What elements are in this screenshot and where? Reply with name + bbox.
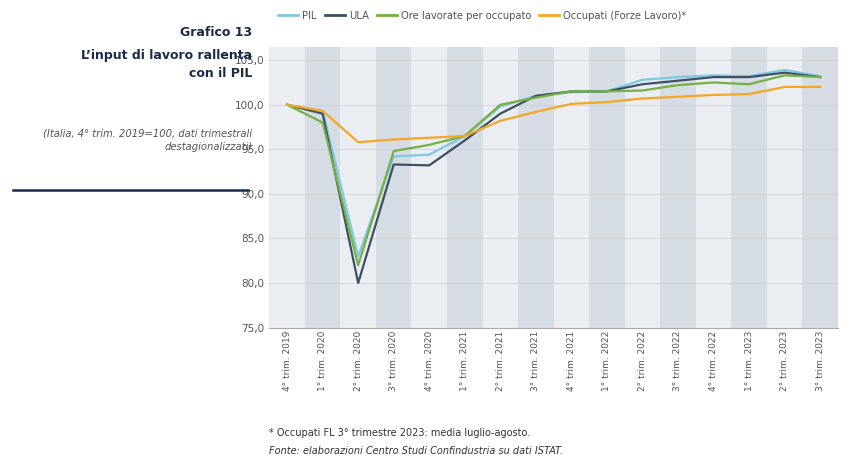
Bar — [767, 47, 802, 328]
Bar — [376, 47, 411, 328]
Bar — [411, 47, 447, 328]
Bar — [625, 47, 660, 328]
Bar — [731, 47, 767, 328]
Bar — [305, 47, 340, 328]
Legend: PIL, ULA, Ore lavorate per occupato, Occupati (Forze Lavoro)*: PIL, ULA, Ore lavorate per occupato, Occ… — [274, 7, 691, 25]
Bar — [340, 47, 376, 328]
Bar — [696, 47, 731, 328]
Text: Fonte: elaborazioni Centro Studi Confindustria su dati ISTAT.: Fonte: elaborazioni Centro Studi Confind… — [269, 446, 563, 455]
Text: (Italia, 4° trim. 2019=100, dati trimestrali
destagionalizzati): (Italia, 4° trim. 2019=100, dati trimest… — [44, 129, 252, 152]
Text: Grafico 13: Grafico 13 — [180, 26, 252, 39]
Bar — [482, 47, 518, 328]
Bar — [660, 47, 696, 328]
Bar — [518, 47, 554, 328]
Text: L’input di lavoro rallenta
con il PIL: L’input di lavoro rallenta con il PIL — [81, 49, 252, 80]
Bar — [589, 47, 625, 328]
Bar — [554, 47, 589, 328]
Bar — [802, 47, 838, 328]
Bar — [447, 47, 482, 328]
Bar — [269, 47, 305, 328]
Text: * Occupati FL 3° trimestre 2023: media luglio-agosto.: * Occupati FL 3° trimestre 2023: media l… — [269, 428, 531, 438]
